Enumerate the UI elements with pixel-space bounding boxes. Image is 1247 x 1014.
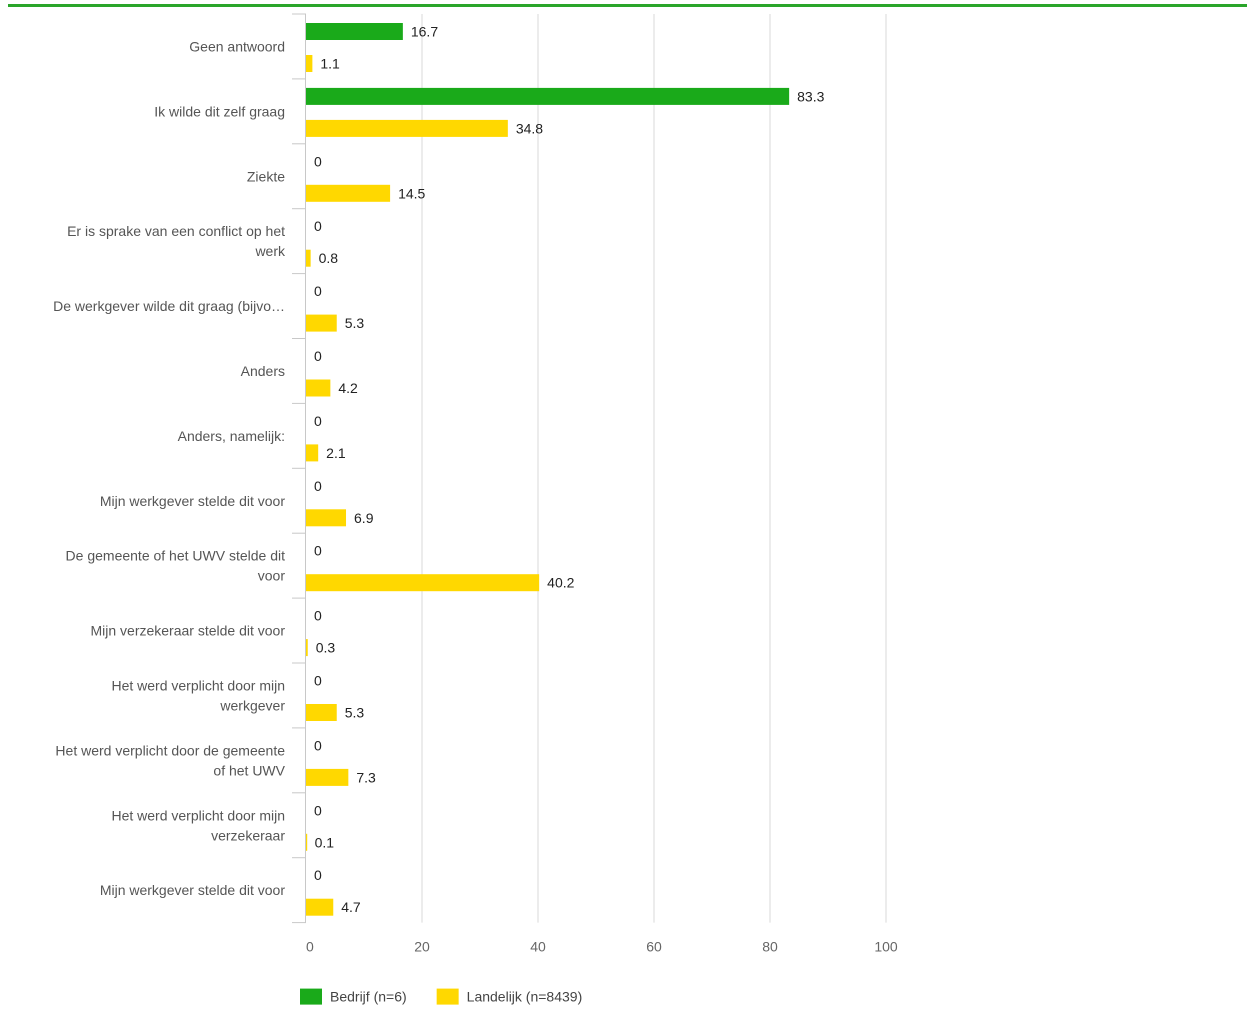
x-tick-label: 40 — [530, 939, 546, 955]
category-label: voor — [258, 568, 286, 584]
value-label: 0 — [314, 348, 322, 364]
bedrijf-legend-swatch — [300, 988, 322, 1005]
category-label: of het UWV — [213, 762, 285, 778]
value-label: 6.9 — [354, 510, 374, 526]
category-labels: Geen antwoord Ik wilde dit zelf graag Ziek… — [53, 38, 286, 898]
value-label: 0 — [314, 867, 322, 883]
value-label: 0 — [314, 218, 322, 234]
landelijk-bar — [306, 55, 313, 72]
landelijk-bar — [306, 898, 334, 916]
x-tick-label: 80 — [762, 939, 778, 955]
category-label: werkgever — [219, 697, 285, 713]
category-label: Mijn werkgever stelde dit voor — [100, 882, 286, 898]
category-label: De gemeente of het UWV stelde dit — [66, 548, 286, 564]
category-label: Geen antwoord — [189, 38, 285, 54]
bedrijf-legend-label: Bedrijf (n=6) — [330, 989, 407, 1005]
category-label: Het werd verplicht door mijn — [111, 677, 285, 693]
value-label: 0 — [314, 478, 322, 494]
legend: Bedrijf (n=6) Landelijk (n=8439) — [300, 988, 583, 1005]
landelijk-bar — [306, 639, 308, 657]
category-label: Ik wilde dit zelf graag — [154, 103, 285, 119]
value-label: 0.8 — [319, 250, 339, 266]
landelijk-bar — [306, 314, 337, 332]
gridlines — [421, 14, 887, 923]
landelijk-bar — [306, 768, 349, 786]
landelijk-bar — [306, 704, 337, 721]
category-label: Er is sprake van een conflict op het — [67, 223, 285, 239]
category-label: De werkgever wilde dit graag (bijvo… — [53, 298, 285, 314]
value-label: 4.7 — [341, 899, 361, 915]
value-labels: 16.7 83.3 0 0 0 0 0 0 0 0 0 0 0 0 1.1 34.8 14.5 0.8 5.3 4.2… — [314, 24, 825, 916]
category-label: Anders — [241, 363, 285, 379]
landelijk-bar — [306, 574, 540, 592]
value-label: 0.3 — [316, 640, 336, 656]
value-label: 5.3 — [345, 315, 365, 331]
value-label: 0 — [314, 737, 322, 753]
landelijk-legend-label: Landelijk (n=8439) — [467, 989, 583, 1005]
x-tick-label: 100 — [874, 939, 898, 955]
value-label: 83.3 — [797, 88, 824, 104]
landelijk-bar — [306, 444, 319, 462]
value-label: 0 — [314, 283, 322, 299]
x-tick-label: 20 — [414, 939, 430, 955]
category-label: Ziekte — [247, 168, 285, 184]
value-label: 34.8 — [516, 120, 543, 136]
category-label: Anders, namelijk: — [178, 428, 285, 444]
value-label: 5.3 — [345, 705, 365, 721]
landelijk-bar — [306, 833, 308, 851]
value-label: 0.1 — [315, 834, 335, 850]
landelijk-bar — [306, 249, 311, 267]
value-label: 1.1 — [320, 56, 340, 72]
category-label: Mijn verzekeraar stelde dit voor — [90, 623, 285, 639]
value-label: 14.5 — [398, 185, 425, 201]
bars — [306, 23, 790, 916]
landelijk-bar — [306, 119, 508, 137]
value-label: 0 — [314, 153, 322, 169]
landelijk-bar — [306, 184, 391, 202]
value-label: 0 — [314, 543, 322, 559]
category-axis — [292, 13, 306, 924]
category-label: Het werd verplicht door de gemeente — [55, 742, 285, 758]
value-label: 4.2 — [338, 380, 358, 396]
category-label: Het werd verplicht door mijn — [111, 807, 285, 823]
landelijk-bar — [306, 509, 347, 527]
value-label: 2.1 — [326, 445, 346, 461]
value-label: 7.3 — [356, 769, 376, 785]
top-divider — [8, 4, 1247, 7]
value-label: 40.2 — [547, 575, 574, 591]
landelijk-legend-swatch — [436, 988, 459, 1005]
category-label: werk — [254, 243, 286, 259]
bedrijf-bar — [306, 87, 790, 105]
category-label: verzekeraar — [211, 827, 285, 843]
landelijk-bar — [306, 379, 331, 397]
x-tick-label: 60 — [646, 939, 662, 955]
value-label: 0 — [314, 673, 322, 689]
value-label: 0 — [314, 413, 322, 429]
value-label: 0 — [314, 802, 322, 818]
bedrijf-bar — [306, 23, 403, 40]
value-label: 0 — [314, 608, 322, 624]
x-tick-label: 0 — [306, 939, 314, 955]
category-label: Mijn werkgever stelde dit voor — [100, 493, 286, 509]
x-axis-ticks: 0 20 40 60 80 100 — [306, 939, 898, 955]
value-label: 16.7 — [411, 24, 438, 40]
